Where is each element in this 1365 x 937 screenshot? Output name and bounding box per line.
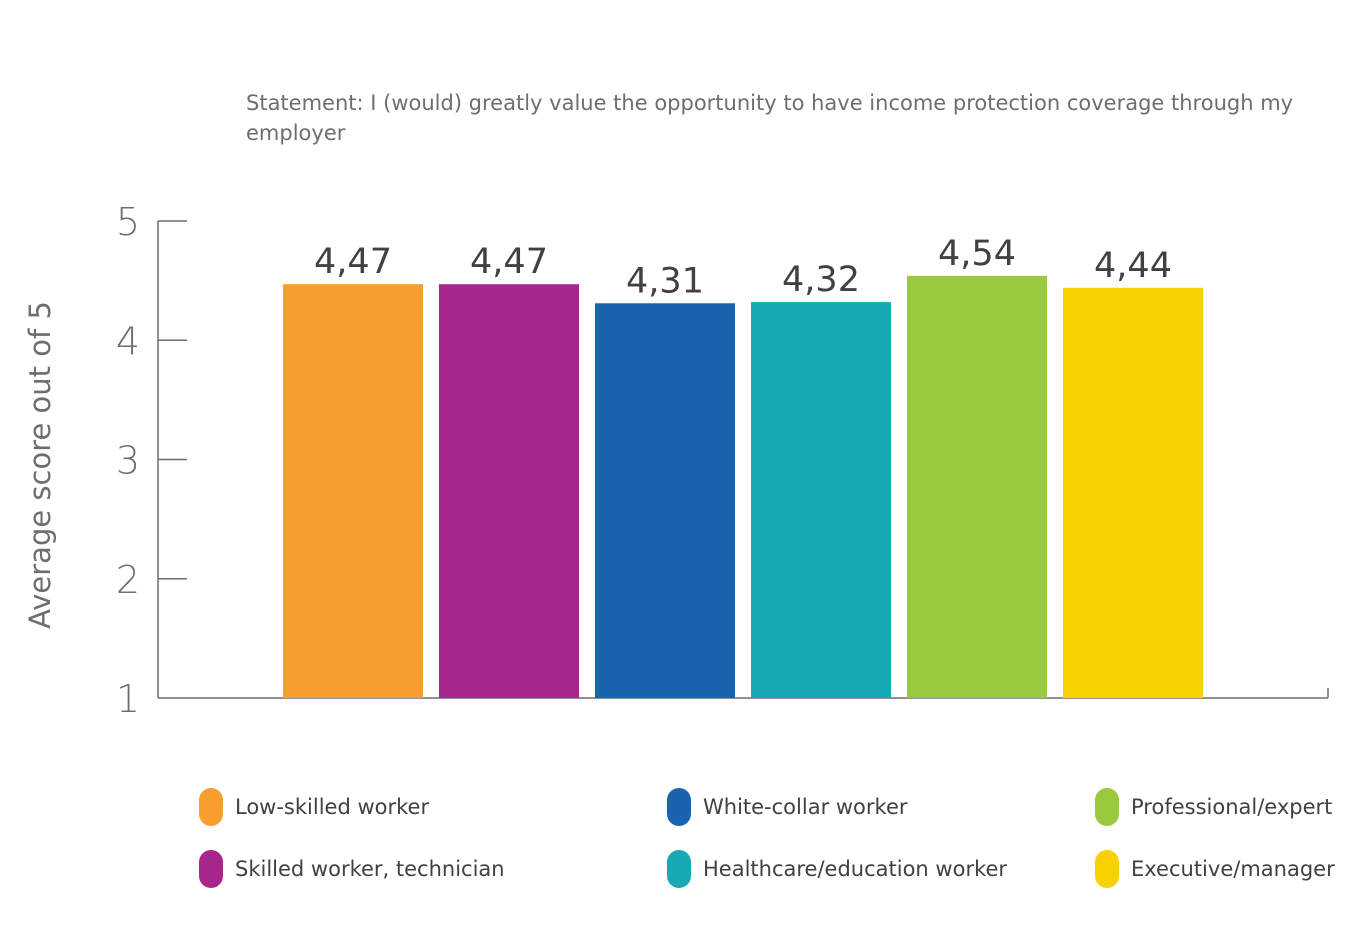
bar xyxy=(595,303,735,698)
bar-value-label: 4,44 xyxy=(1094,246,1172,286)
legend-item: Skilled worker, technician xyxy=(199,849,505,889)
chart-subtitle: Statement: I (would) greatly value the o… xyxy=(246,91,1294,145)
legend-label: Professional/expert xyxy=(1131,795,1333,819)
legend-label: Low-skilled worker xyxy=(235,795,430,819)
bar xyxy=(283,284,423,698)
legend-item: Healthcare/education worker xyxy=(667,849,1007,889)
legend-swatch xyxy=(199,788,223,826)
legend-item: Executive/manager xyxy=(1095,849,1335,889)
y-tick-label: 3 xyxy=(116,439,140,483)
legend-label: Skilled worker, technician xyxy=(235,857,505,881)
y-tick-label: 1 xyxy=(116,677,140,721)
legend-item: White-collar worker xyxy=(667,787,908,827)
axes: 1 2 3 4 5 xyxy=(116,200,1329,721)
legend-item: Professional/expert xyxy=(1095,787,1332,827)
y-tick-label: 5 xyxy=(116,200,140,244)
bar-value-label: 4,47 xyxy=(314,242,392,282)
y-tick-label: 2 xyxy=(116,558,140,602)
y-axis-label: Average score out of 5 xyxy=(23,301,57,629)
bar-value-label: 4,32 xyxy=(782,260,860,300)
value-labels: 4,47 4,47 4,31 4,32 4,54 4,44 xyxy=(314,234,1172,301)
legend-swatch xyxy=(1095,788,1119,826)
bar-value-label: 4,31 xyxy=(626,261,704,301)
legend-swatch xyxy=(667,788,691,826)
bar xyxy=(439,284,579,698)
bar xyxy=(1063,287,1203,698)
bar-value-label: 4,47 xyxy=(470,242,548,282)
legend-label: Healthcare/education worker xyxy=(703,857,1008,881)
bar-value-label: 4,54 xyxy=(938,234,1016,274)
legend-label: White-collar worker xyxy=(703,795,908,819)
legend-item: Low-skilled worker xyxy=(199,787,429,827)
legend-label: Executive/manager xyxy=(1131,857,1335,881)
legend-swatch xyxy=(667,850,691,888)
bars xyxy=(283,275,1203,698)
bar xyxy=(751,302,891,698)
bar xyxy=(907,275,1047,698)
legend-swatch xyxy=(199,850,223,888)
y-tick-label: 4 xyxy=(116,319,140,363)
legend-swatch xyxy=(1095,850,1119,888)
